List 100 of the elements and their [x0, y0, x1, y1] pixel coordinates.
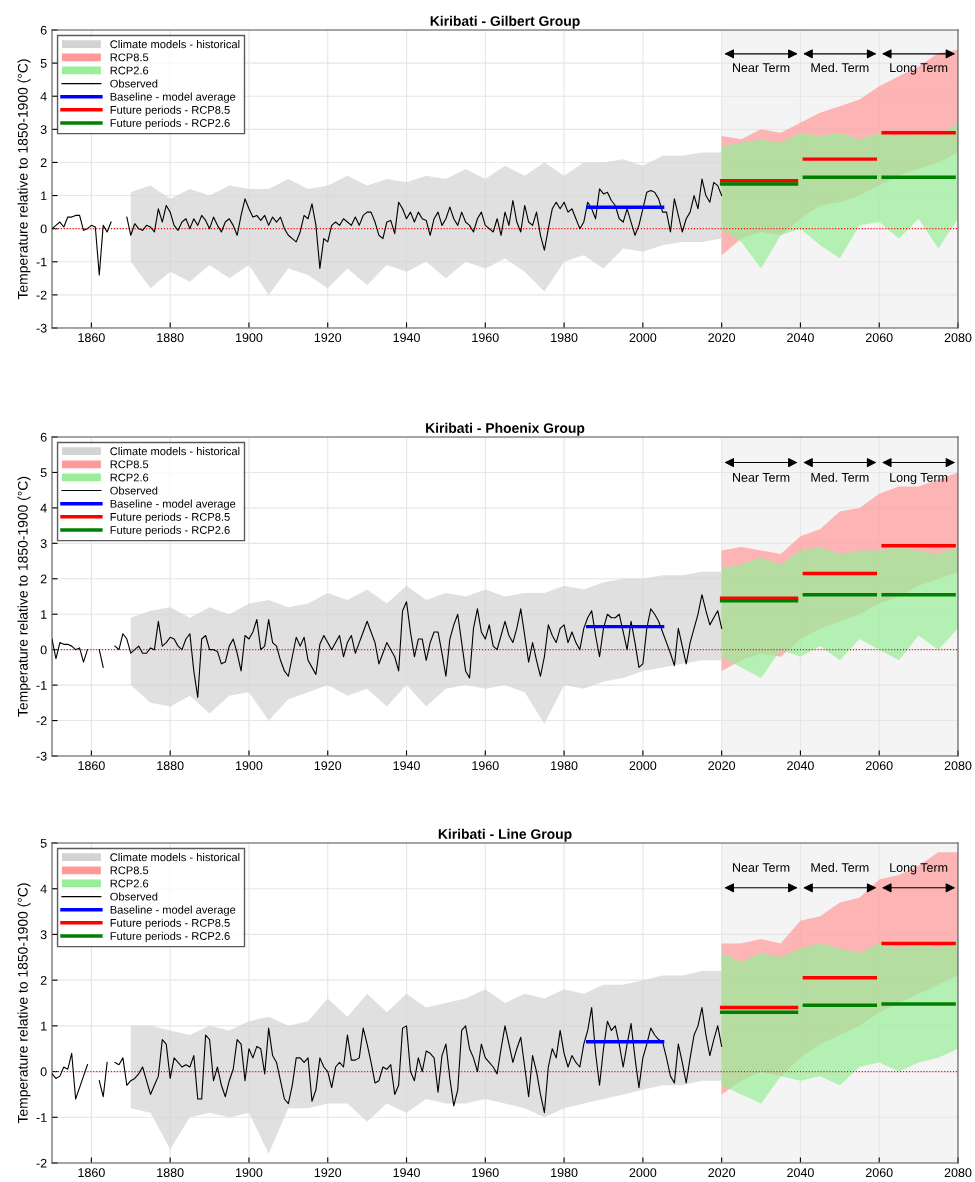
legend-label: Observed [110, 486, 158, 495]
x-tick-label: 2040 [787, 333, 814, 343]
x-tick-label: 1980 [551, 1168, 578, 1178]
x-tick-label: 1880 [157, 333, 184, 343]
y-axis-title: Temperature relative to 1850-1900 (°C) [17, 883, 31, 1124]
x-tick-label: 2020 [708, 333, 736, 343]
legend-label: Future periods - RCP8.5 [110, 105, 230, 117]
y-tick-label: -1 [36, 1113, 47, 1122]
x-tick-label: 2060 [865, 333, 893, 343]
x-tick-label: 2080 [944, 1168, 972, 1178]
y-tick-label: 2 [40, 574, 47, 584]
x-tick-label: 1940 [393, 761, 420, 771]
x-tick-label: 1960 [472, 1168, 499, 1178]
y-tick-label: 5 [40, 59, 47, 68]
y-tick-label: 3 [40, 539, 47, 548]
legend-label: RCP2.6 [110, 473, 149, 482]
band-label: Near Term [733, 63, 790, 73]
y-tick-label: -3 [36, 323, 47, 333]
chart-title: Kiribati - Gilbert Group [430, 15, 580, 29]
band-label: Near Term [733, 863, 790, 872]
legend-label: RCP2.6 [110, 66, 149, 75]
x-tick-label: 1880 [157, 1168, 184, 1178]
x-tick-label: 1960 [472, 333, 499, 343]
x-tick-label: 2000 [629, 333, 657, 343]
y-tick-label: 4 [40, 884, 47, 894]
y-tick-label: 6 [40, 432, 47, 442]
x-tick-label: 1980 [551, 333, 578, 343]
y-tick-label: 1 [41, 191, 47, 201]
y-tick-label: 5 [40, 838, 47, 848]
y-tick-label: 5 [40, 468, 47, 478]
x-tick-label: 2060 [865, 761, 893, 771]
x-tick-label: 1980 [551, 761, 578, 771]
y-tick-label: 4 [40, 503, 47, 513]
y-tick-label: -1 [36, 257, 47, 267]
chart-title: Kiribati - Line Group [438, 828, 572, 842]
y-tick-label: 3 [40, 930, 47, 940]
x-tick-label: 1900 [236, 333, 263, 343]
x-tick-label: 1960 [472, 761, 499, 771]
band-label: Med. Term [811, 862, 869, 872]
legend-label: Climate models - historical [110, 447, 240, 456]
band-label: Med. Term [811, 472, 869, 482]
legend-label: Future periods - RCP2.6 [110, 931, 230, 943]
y-tick-label: -3 [36, 751, 47, 761]
x-tick-label: 2000 [629, 1168, 657, 1178]
y-tick-label: 6 [40, 25, 47, 35]
band-label: Long Term [890, 473, 948, 485]
x-tick-label: 1860 [78, 1168, 105, 1178]
band-label: Long Term [890, 63, 948, 75]
x-tick-label: 2060 [865, 1168, 893, 1178]
y-tick-label: -2 [36, 716, 47, 726]
legend-label: Future periods - RCP8.5 [110, 918, 230, 930]
legend-label: RCP8.5 [110, 460, 149, 469]
legend-label: Future periods - RCP8.5 [110, 512, 230, 524]
band-label: Near Term [733, 473, 790, 482]
chart-title: Kiribati - Phoenix Group [426, 422, 585, 436]
y-tick-label: 0 [40, 645, 47, 655]
legend-label: Climate models - historical [110, 40, 240, 49]
x-tick-label: 1900 [236, 761, 263, 771]
y-tick-label: -2 [36, 290, 47, 300]
legend-label: Observed [110, 79, 158, 88]
y-tick-label: 2 [40, 975, 47, 985]
y-tick-label: 0 [40, 1067, 47, 1077]
y-tick-label: 3 [40, 125, 47, 134]
legend-label: RCP8.5 [110, 53, 149, 62]
x-tick-label: 1860 [78, 333, 105, 343]
band-label: Long Term [890, 863, 948, 875]
x-tick-label: 2020 [708, 1168, 736, 1178]
x-tick-label: 1940 [393, 333, 420, 343]
legend-label: RCP2.6 [110, 879, 149, 888]
y-tick-label: 1 [41, 610, 47, 619]
x-tick-label: 1900 [236, 1168, 263, 1178]
legend-label: Baseline - model average [110, 499, 236, 510]
y-axis-title: Temperature relative to 1850-1900 (°C) [17, 59, 31, 300]
y-tick-label: -2 [36, 1158, 47, 1168]
legend-label: Future periods - RCP2.6 [110, 118, 230, 130]
x-tick-label: 1920 [314, 333, 342, 343]
legend-label: RCP8.5 [110, 866, 149, 875]
x-tick-label: 1860 [78, 761, 105, 771]
x-tick-label: 2040 [787, 761, 814, 771]
x-tick-label: 2000 [629, 761, 657, 771]
y-tick-label: -1 [36, 681, 47, 690]
x-tick-label: 2080 [944, 333, 972, 343]
legend-label: Future periods - RCP2.6 [110, 525, 230, 537]
x-tick-label: 1940 [393, 1168, 420, 1178]
legend-label: Climate models - historical [110, 853, 240, 862]
x-tick-label: 1880 [157, 761, 184, 771]
legend-label: Baseline - model average [110, 905, 236, 916]
y-tick-label: 0 [40, 224, 47, 234]
band-label: Med. Term [811, 62, 869, 73]
x-tick-label: 2040 [787, 1168, 814, 1178]
legend-label: Observed [110, 892, 158, 901]
legend-label: Baseline - model average [110, 92, 236, 103]
y-tick-label: 4 [40, 92, 47, 101]
y-tick-label: 2 [40, 158, 47, 167]
x-tick-label: 1920 [314, 1168, 342, 1178]
y-tick-label: 1 [41, 1021, 47, 1031]
x-tick-label: 2020 [708, 761, 736, 771]
x-tick-label: 2080 [944, 761, 972, 771]
y-axis-title: Temperature relative to 1850-1900 (°C) [17, 476, 31, 717]
x-tick-label: 1920 [314, 761, 342, 771]
